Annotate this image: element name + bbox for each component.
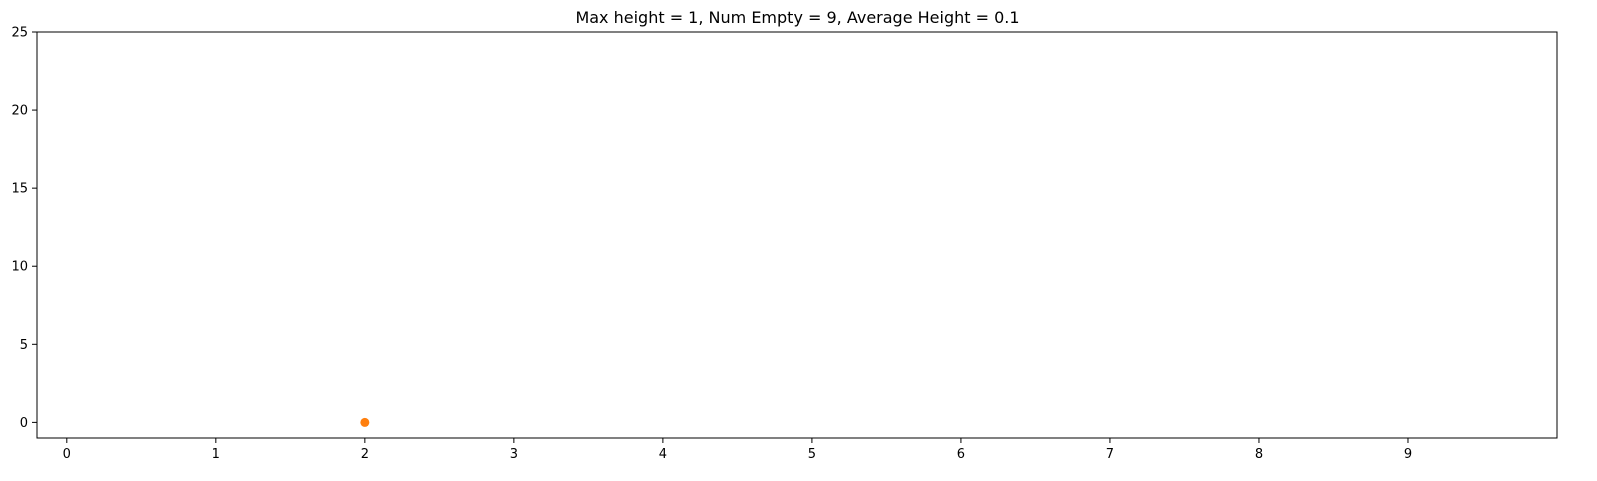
x-tick-label: 5: [808, 447, 816, 462]
scatter-series: [360, 417, 370, 427]
y-axis: 0 5 10 15 20 25: [11, 26, 37, 431]
x-tick-label: 8: [1255, 447, 1263, 462]
y-tick-label: 15: [11, 182, 28, 197]
chart-title: Max height = 1, Num Empty = 9, Average H…: [575, 8, 1019, 27]
y-tick-label: 10: [11, 260, 28, 275]
y-tick-label: 5: [20, 338, 28, 353]
x-tick-label: 9: [1404, 447, 1412, 462]
x-tick-label: 1: [212, 447, 220, 462]
x-tick-label: 6: [957, 447, 965, 462]
y-tick-label: 0: [20, 416, 28, 431]
x-tick-label: 4: [659, 447, 667, 462]
x-tick-label: 0: [63, 447, 71, 462]
y-tick-label: 25: [11, 26, 28, 41]
plot-frame: [36, 31, 1558, 439]
x-tick-label: 7: [1106, 447, 1114, 462]
y-tick-label: 20: [11, 104, 28, 119]
x-tick-label: 2: [361, 447, 369, 462]
x-axis: 0 1 2 3 4 5 6 7 8 9: [63, 438, 1412, 462]
x-tick-label: 3: [510, 447, 518, 462]
scatter-point: [360, 417, 370, 427]
